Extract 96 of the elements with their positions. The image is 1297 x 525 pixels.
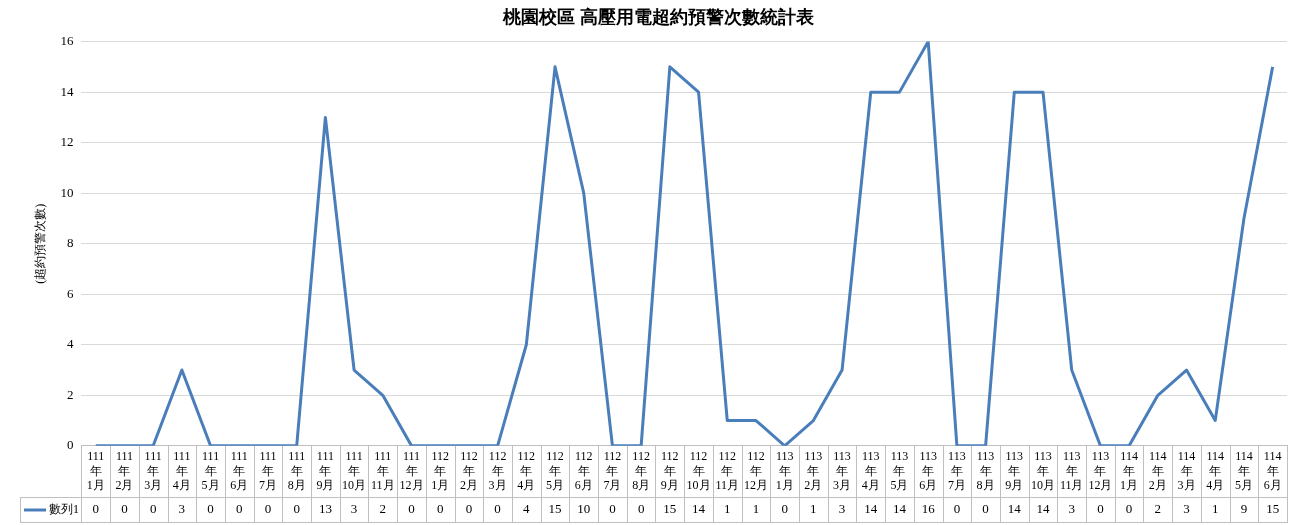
y-tick-label: 16 [60, 33, 74, 49]
y-tick-label: 2 [66, 386, 74, 402]
x-tick-label: 112年9月 [660, 449, 679, 492]
data-label: 0 [293, 501, 300, 517]
data-label: 0 [1097, 501, 1104, 517]
data-label: 0 [982, 501, 989, 517]
x-tick-label: 112年1月 [431, 449, 450, 492]
x-tick-label: 113年9月 [1005, 449, 1024, 492]
x-tick-label: 114年3月 [1177, 449, 1196, 492]
data-label: 15 [663, 501, 677, 517]
data-label: 0 [121, 501, 128, 517]
data-label: 2 [1154, 501, 1162, 517]
data-label: 14 [692, 501, 706, 517]
x-tick-label: 111年2月 [115, 449, 134, 492]
chart-title: 桃園校區 高壓用電超約預警次數統計表 [502, 7, 814, 28]
x-tick-label: 111年4月 [172, 449, 191, 492]
x-tick-label: 112年11月 [715, 449, 740, 492]
data-label: 0 [465, 501, 473, 517]
data-label: 16 [921, 501, 936, 517]
x-tick-label: 113年3月 [833, 449, 852, 492]
x-tick-label: 113年2月 [804, 449, 823, 492]
x-tick-label: 114年5月 [1234, 449, 1253, 492]
data-label: 0 [436, 501, 444, 517]
x-tick-label: 113年7月 [947, 449, 966, 492]
x-tick-label: 111年3月 [144, 449, 163, 492]
data-label: 14 [892, 501, 907, 517]
y-tick-label: 8 [66, 235, 74, 251]
x-tick-label: 111年8月 [287, 449, 306, 492]
data-label: 0 [408, 501, 415, 517]
x-tick-label: 111年9月 [316, 449, 335, 492]
y-tick-label: 4 [66, 336, 74, 352]
x-tick-label: 112年10月 [686, 449, 711, 492]
data-label: 14 [864, 501, 878, 517]
data-label: 0 [953, 501, 961, 517]
x-tick-label: 111年5月 [201, 449, 220, 492]
data-label: 1 [752, 501, 760, 517]
x-tick-label: 113年4月 [861, 449, 880, 492]
x-tick-label: 114年4月 [1206, 449, 1225, 492]
x-tick-label: 111年1月 [86, 449, 105, 492]
x-tick-label: 113年10月 [1031, 449, 1056, 492]
data-label: 13 [318, 501, 332, 517]
legend-label: 數列1 [49, 502, 79, 517]
x-tick-label: 113年6月 [919, 449, 938, 492]
data-label: 1 [724, 501, 731, 517]
data-label: 4 [523, 501, 531, 517]
data-label: 0 [781, 501, 788, 517]
data-label: 2 [379, 501, 387, 517]
data-label: 3 [350, 501, 358, 517]
data-label: 0 [609, 501, 616, 517]
data-label: 14 [1007, 501, 1022, 517]
x-tick-label: 112年4月 [517, 449, 536, 492]
x-tick-label: 114年2月 [1148, 449, 1167, 492]
data-label: 3 [1068, 501, 1075, 517]
data-label: 3 [1183, 501, 1190, 517]
data-label: 1 [810, 501, 817, 517]
x-tick-label: 112年3月 [488, 449, 507, 492]
x-tick-label: 113年12月 [1088, 449, 1113, 492]
x-tick-label: 112年7月 [603, 449, 622, 492]
data-label: 15 [548, 501, 562, 517]
x-tick-label: 113年1月 [775, 449, 794, 492]
data-label: 1 [1211, 501, 1219, 517]
x-tick-label: 114年1月 [1120, 449, 1139, 492]
y-tick-label: 14 [60, 83, 74, 99]
y-tick-label: 6 [66, 285, 74, 301]
x-tick-label: 111年10月 [342, 449, 367, 492]
x-tick-label: 112年6月 [574, 449, 593, 492]
x-tick-label: 113年8月 [976, 449, 995, 492]
data-label: 0 [494, 501, 501, 517]
data-label: 0 [1125, 501, 1133, 517]
y-tick-label: 12 [60, 134, 74, 150]
data-label: 3 [178, 501, 186, 517]
y-axis-title: (超約預警次數) [33, 203, 48, 284]
x-tick-label: 114年6月 [1263, 449, 1282, 492]
data-label: 3 [838, 501, 846, 517]
y-tick-label: 10 [60, 184, 74, 200]
data-label: 15 [1266, 501, 1280, 517]
x-tick-label: 111年12月 [399, 449, 424, 492]
data-label: 0 [236, 501, 243, 517]
data-label: 0 [637, 501, 645, 517]
data-label: 10 [577, 501, 591, 517]
x-tick-label: 112年8月 [632, 449, 651, 492]
data-label: 0 [264, 501, 272, 517]
x-tick-label: 111年6月 [230, 449, 249, 492]
x-tick-label: 111年7月 [258, 449, 277, 492]
data-label: 14 [1036, 501, 1051, 517]
data-label: 0 [149, 501, 157, 517]
data-label: 0 [207, 501, 214, 517]
x-tick-label: 113年11月 [1059, 449, 1084, 492]
x-tick-label: 112年2月 [459, 449, 478, 492]
x-tick-label: 112年5月 [546, 449, 565, 492]
x-tick-label: 112年12月 [743, 449, 768, 492]
data-label: 0 [92, 501, 99, 517]
data-label: 9 [1240, 501, 1248, 517]
y-tick-label: 0 [66, 437, 74, 453]
x-tick-label: 113年5月 [890, 449, 909, 492]
x-tick-label: 111年11月 [371, 449, 395, 492]
